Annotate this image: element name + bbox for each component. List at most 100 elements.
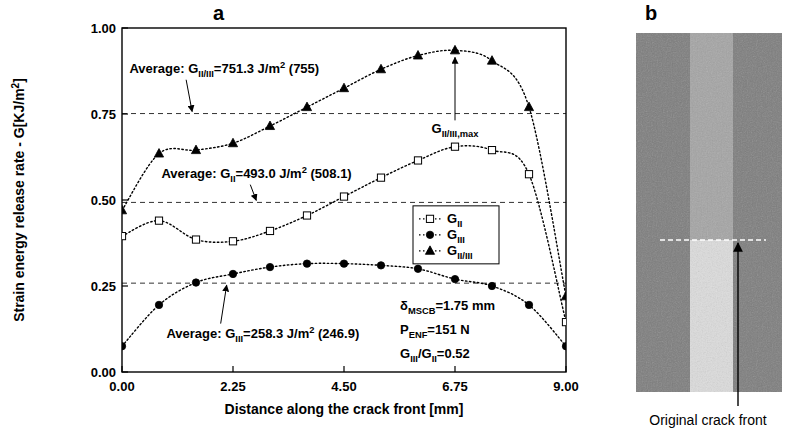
text-part: P (400, 322, 409, 337)
y-tick-label: 0.00 (91, 365, 116, 380)
data-point (524, 102, 533, 111)
average-label: Average: GIII=258.3 J/m2 (246.9) (166, 325, 359, 344)
data-point (192, 236, 199, 243)
panel-label: a (213, 2, 225, 24)
text-part: =0.52 (437, 346, 470, 361)
average-line (122, 113, 566, 114)
text-part: G (447, 243, 457, 258)
x-tick-label: 4.50 (331, 379, 356, 394)
note: GIII/GII=0.52 (400, 346, 470, 364)
panel-label: b (645, 2, 657, 24)
average-line (122, 202, 566, 203)
data-point (377, 262, 384, 269)
y-tick-label: 1.00 (91, 21, 116, 36)
average-label: Average: GII=493.0 J/m2 (508.1) (161, 165, 351, 184)
y-tick-label: 0.75 (91, 107, 116, 122)
average-label: Average: GII/III=751.3 J/m2 (755) (129, 60, 319, 79)
text-part: III (457, 235, 465, 245)
caption: Original crack front (649, 412, 767, 428)
x-tick (454, 366, 455, 372)
text-part: G (447, 211, 457, 226)
text-part: II/III (457, 251, 473, 261)
data-point (302, 102, 311, 111)
data-point (191, 145, 200, 154)
photo-ground (636, 33, 782, 392)
text-part: =1.75 mm (435, 298, 495, 313)
note: PENF=151 N (400, 322, 470, 340)
average-line (122, 283, 566, 284)
x-tick-label: 9.00 (553, 379, 578, 394)
data-point (413, 51, 422, 60)
plot-frame (122, 28, 566, 372)
data-point (414, 265, 421, 272)
annotation-arrow (221, 285, 227, 323)
legend-label: GII/III (447, 243, 473, 261)
data-point (228, 138, 237, 147)
text-part: Average: G (129, 61, 198, 76)
data-point (562, 319, 566, 326)
y-axis-title: Strain energy release rate - G[KJ/m2] (10, 78, 27, 322)
note: δMSCB=1.75 mm (400, 298, 495, 316)
y-tick (122, 199, 128, 200)
annotation-arrow (250, 185, 256, 201)
data-point (451, 143, 458, 150)
text-part: II/III (198, 69, 214, 79)
data-point (229, 270, 236, 277)
data (122, 45, 566, 350)
series-line (122, 50, 566, 296)
series-line (122, 263, 566, 346)
crack-front-line (660, 239, 766, 241)
text-part: ] (11, 78, 27, 83)
text-part: III (410, 354, 418, 364)
text-part: /G (418, 346, 432, 361)
text-part: G (432, 121, 442, 136)
text-part: Strain energy release rate - G[KJ/m (11, 88, 27, 321)
x-axis-title: Distance along the crack front [mm] (225, 401, 464, 417)
data-point (266, 227, 273, 234)
data-point (229, 238, 236, 245)
data-point (562, 343, 566, 350)
y-tick-label: 0.50 (91, 193, 116, 208)
x-tick-label: 2.25 (220, 379, 245, 394)
data-point (451, 275, 458, 282)
data-point (450, 45, 459, 54)
annotation: GII/III,max (432, 121, 480, 139)
text-part: G (447, 227, 457, 242)
data-point (154, 149, 163, 158)
data-point (155, 217, 162, 224)
x-tick (232, 366, 233, 372)
text-part: II/III,max (442, 129, 480, 139)
data-point (487, 56, 496, 65)
data-point (377, 174, 384, 181)
text-part: =151 N (427, 322, 469, 337)
data-point (303, 212, 310, 219)
data-point (265, 121, 274, 129)
text-part: Average: G (166, 326, 235, 341)
x-tick-label: 0.00 (109, 379, 134, 394)
data-point (340, 193, 347, 200)
data-point (376, 64, 385, 73)
y-tick (122, 113, 128, 114)
text-part: II (457, 219, 462, 229)
text-part: =493.0 J/m (236, 166, 302, 181)
data-point (303, 260, 310, 267)
legend: GIIGIIIGII/III (413, 206, 499, 264)
legend-marker (426, 231, 433, 238)
data-point (192, 279, 199, 286)
reference-lines (122, 114, 566, 284)
text-part: (246.9) (314, 326, 359, 341)
text-part: (508.1) (307, 166, 352, 181)
data-point (266, 263, 273, 270)
data-point (525, 301, 532, 308)
text-part: MSCB (408, 306, 436, 316)
data-point (155, 301, 162, 308)
photo-texture (636, 33, 782, 392)
x-tick-label: 6.75 (442, 379, 467, 394)
legend-marker (425, 246, 434, 255)
data-point (414, 157, 421, 164)
annotation-arrow (455, 57, 456, 120)
data-point (339, 83, 348, 92)
series-line (122, 146, 566, 322)
data-point (122, 343, 126, 350)
text-part: III (235, 334, 243, 344)
